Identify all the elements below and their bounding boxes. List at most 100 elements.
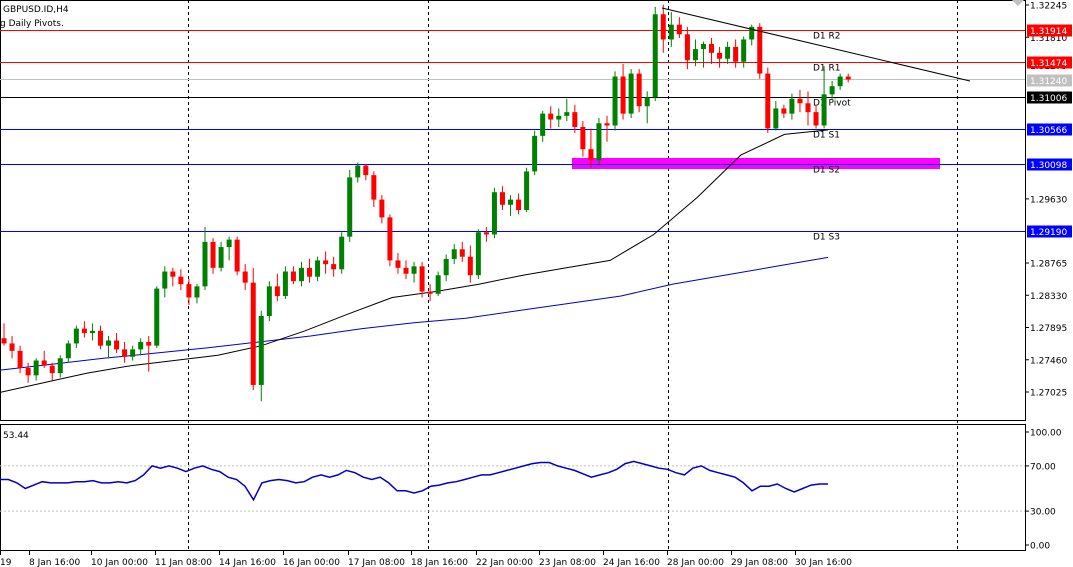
candle [781,104,787,119]
pivot-lines [0,30,1025,232]
candle-body [548,113,554,120]
candle [717,46,723,68]
candle [258,310,264,402]
ma-slow-line [0,256,829,371]
time-tick-label: 18 Jan 16:00 [411,558,468,567]
time-tick-label: 19 [0,558,12,567]
candle-body [532,135,538,172]
candle [315,256,321,282]
pivot-label: D1 S2 [813,166,840,176]
price-tag-bg [1027,56,1072,69]
price-tag: 1.30566 [1027,123,1072,136]
candle [451,244,457,265]
scroll-marker-icon[interactable] [1012,0,1024,6]
candle-body [725,46,731,59]
candle [789,93,795,120]
time-axis: 19 8 Jan 16:00 10 Jan 00:00 11 Jan 08:00 14 … [0,551,852,567]
candle-body [789,98,795,114]
candle [636,69,642,113]
price-tag-text: 1.31006 [1030,94,1067,104]
candle [290,266,296,285]
time-tick-label: 10 Jan 00:00 [91,558,148,567]
candle-body [290,271,296,282]
candle [821,66,827,129]
candle-body [757,26,763,74]
candle-body [692,49,698,61]
price-tick-label: 1.29630 [1030,195,1067,205]
candle-body [73,328,79,344]
candle-body [9,343,15,351]
price-tag-bg [1027,158,1072,171]
pivot-label: D1 S3 [813,233,840,243]
candle [178,269,184,291]
price-tag-text: 1.29190 [1030,228,1067,238]
candle [33,358,39,381]
main-window-frame [0,0,1026,421]
price-tick-label: 1.28765 [1030,260,1067,270]
price-tags: 1.31914 1.31474 1.31006 1.30566 1.30098 1.291… [1027,24,1072,238]
candle-body [57,358,63,374]
trendline[interactable] [661,7,971,82]
candle-body [845,76,851,80]
candle-body [363,165,369,176]
candle-body [387,217,393,261]
price-tag-text: 1.30098 [1030,161,1067,171]
candle [805,91,811,126]
candle [41,350,47,368]
candle [89,323,95,341]
candle [845,73,851,83]
candle [837,73,843,90]
candle [170,267,176,287]
price-tag: 1.31006 [1027,91,1072,104]
candle [700,41,706,68]
candle-body [676,24,682,35]
price-tag-text: 1.31474 [1030,59,1067,69]
price-tag-bg [1027,91,1072,104]
candle [1,323,7,346]
candle [282,266,288,299]
candle [524,167,530,213]
price-tag-bg [1027,123,1072,136]
candle [57,355,63,378]
pivot-label: D1 R2 [813,32,841,42]
candle [612,71,618,131]
candle [202,227,208,291]
candle-body [773,108,779,129]
candle [130,345,136,361]
candle [443,254,449,282]
candle [379,195,385,224]
candle-body [307,267,313,277]
candle [435,271,441,296]
candle-body [97,330,103,346]
candle [628,69,634,119]
pivot-label: D1 Pivot [813,99,851,109]
candle-body [660,14,666,40]
candle-body [339,236,345,270]
candle-body [572,112,578,127]
time-tick-label: 17 Jan 08:00 [348,558,405,567]
price-tick-label: 1.32245 [1030,2,1067,12]
candle-body [564,112,570,116]
candle-body [138,341,144,350]
time-tick-label: 22 Jan 00:00 [476,558,533,567]
candle-body [371,175,377,200]
candle-body [419,266,425,292]
candle [829,80,835,99]
candle [709,37,715,64]
price-tag: 1.30098 [1027,158,1072,171]
candle-body [411,266,417,274]
candle [242,264,248,291]
candle [395,252,401,274]
pivot-label: D1 R1 [813,64,841,74]
candle-body [508,199,514,205]
candle [106,336,112,359]
candle [331,256,337,277]
price-tag: 1.31474 [1027,56,1072,69]
candle [644,91,650,124]
candle-body [347,177,353,237]
price-tag: 1.29190 [1027,225,1072,238]
candle [114,333,120,354]
candle [298,261,304,287]
candle-body [170,271,176,277]
